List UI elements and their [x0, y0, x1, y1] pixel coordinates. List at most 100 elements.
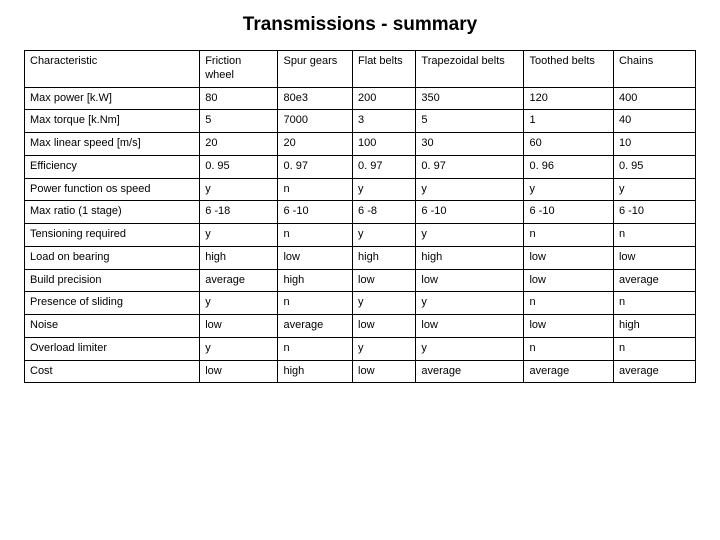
cell: average [278, 315, 353, 338]
cell: high [353, 246, 416, 269]
cell: 400 [613, 87, 695, 110]
table-row: Max ratio (1 stage)6 -186 -106 -86 -106 … [25, 201, 696, 224]
cell: Cost [25, 360, 200, 383]
cell: y [613, 178, 695, 201]
cell: y [353, 337, 416, 360]
cell: Load on bearing [25, 246, 200, 269]
cell: 30 [416, 133, 524, 156]
cell: n [278, 292, 353, 315]
page-title: Transmissions - summary [24, 14, 696, 36]
cell: average [613, 360, 695, 383]
cell: y [353, 224, 416, 247]
cell: low [524, 269, 613, 292]
cell: low [524, 315, 613, 338]
cell: y [353, 292, 416, 315]
cell: low [353, 315, 416, 338]
cell: low [278, 246, 353, 269]
col-header: Toothed belts [524, 51, 613, 88]
cell: 40 [613, 110, 695, 133]
cell: 10 [613, 133, 695, 156]
cell: 6 -10 [278, 201, 353, 224]
cell: 6 -10 [613, 201, 695, 224]
cell: low [416, 315, 524, 338]
cell: Noise [25, 315, 200, 338]
cell: high [278, 360, 353, 383]
cell: high [416, 246, 524, 269]
cell: n [613, 337, 695, 360]
cell: Max power [k.W] [25, 87, 200, 110]
cell: y [524, 178, 613, 201]
cell: 6 -10 [524, 201, 613, 224]
cell: y [200, 337, 278, 360]
col-header: Flat belts [353, 51, 416, 88]
cell: Build precision [25, 269, 200, 292]
cell: 3 [353, 110, 416, 133]
cell: Max ratio (1 stage) [25, 201, 200, 224]
page: Transmissions - summary Characteristic F… [0, 0, 720, 397]
col-header: Chains [613, 51, 695, 88]
cell: 200 [353, 87, 416, 110]
cell: 0. 96 [524, 155, 613, 178]
table-row: Max linear speed [m/s]2020100306010 [25, 133, 696, 156]
table-row: Max torque [k.Nm]5700035140 [25, 110, 696, 133]
table-row: Load on bearinghighlowhighhighlowlow [25, 246, 696, 269]
col-header: Characteristic [25, 51, 200, 88]
cell: 6 -8 [353, 201, 416, 224]
cell: average [524, 360, 613, 383]
cell: n [278, 178, 353, 201]
table-row: Overload limiterynyynn [25, 337, 696, 360]
cell: n [524, 224, 613, 247]
cell: Power function os speed [25, 178, 200, 201]
cell: Overload limiter [25, 337, 200, 360]
cell: 5 [416, 110, 524, 133]
cell: 0. 97 [416, 155, 524, 178]
cell: y [353, 178, 416, 201]
cell: 0. 95 [613, 155, 695, 178]
cell: y [416, 178, 524, 201]
cell: 60 [524, 133, 613, 156]
cell: y [416, 337, 524, 360]
table-header-row: Characteristic Friction wheel Spur gears… [25, 51, 696, 88]
table-row: Presence of slidingynyynn [25, 292, 696, 315]
cell: n [613, 292, 695, 315]
cell: 6 -18 [200, 201, 278, 224]
cell: n [278, 224, 353, 247]
cell: low [353, 269, 416, 292]
cell: n [524, 292, 613, 315]
table-row: Max power [k.W]8080e3200350120400 [25, 87, 696, 110]
cell: low [613, 246, 695, 269]
cell: average [200, 269, 278, 292]
cell: low [200, 360, 278, 383]
cell: low [353, 360, 416, 383]
transmissions-table: Characteristic Friction wheel Spur gears… [24, 50, 696, 383]
cell: 1 [524, 110, 613, 133]
cell: low [200, 315, 278, 338]
cell: 120 [524, 87, 613, 110]
cell: high [613, 315, 695, 338]
cell: Tensioning required [25, 224, 200, 247]
cell: high [278, 269, 353, 292]
cell: average [416, 360, 524, 383]
col-header: Spur gears [278, 51, 353, 88]
cell: 0. 97 [278, 155, 353, 178]
cell: y [200, 178, 278, 201]
cell: n [613, 224, 695, 247]
cell: y [200, 292, 278, 315]
cell: Max linear speed [m/s] [25, 133, 200, 156]
cell: Efficiency [25, 155, 200, 178]
cell: y [416, 224, 524, 247]
cell: low [524, 246, 613, 269]
cell: 350 [416, 87, 524, 110]
cell: low [416, 269, 524, 292]
cell: n [524, 337, 613, 360]
table-row: Costlowhighlowaverageaverageaverage [25, 360, 696, 383]
cell: 20 [200, 133, 278, 156]
cell: 80e3 [278, 87, 353, 110]
col-header: Trapezoidal belts [416, 51, 524, 88]
table-row: Efficiency0. 950. 970. 970. 970. 960. 95 [25, 155, 696, 178]
cell: 0. 97 [353, 155, 416, 178]
cell: 6 -10 [416, 201, 524, 224]
table-row: Power function os speedynyyyy [25, 178, 696, 201]
cell: Presence of sliding [25, 292, 200, 315]
cell: 0. 95 [200, 155, 278, 178]
